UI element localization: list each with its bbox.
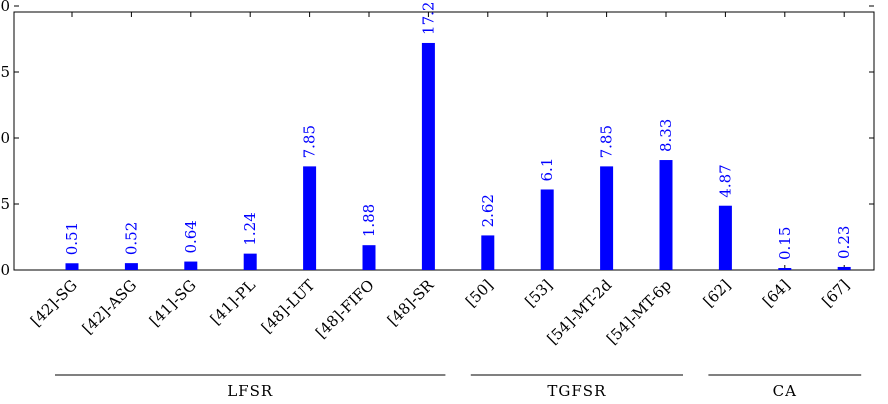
y-tick-labels: 0 5 10 15 20 (0, 0, 10, 279)
data-label: 0.51 (63, 222, 81, 255)
data-label: 1.24 (241, 212, 259, 245)
x-tick-label: [53] (522, 276, 557, 311)
bar (303, 166, 317, 270)
data-label: 17.2 (419, 2, 437, 35)
x-tick-label: [48]-SR (384, 276, 438, 330)
bar (243, 253, 257, 270)
x-tick-labels: [42]-SG[42]-ASG [41]-SG [41]-PL[48]-LUT[48… (27, 276, 853, 348)
data-label: 2.62 (479, 194, 497, 227)
group-label: TGFSR (547, 382, 606, 400)
data-label: 0.52 (122, 222, 140, 255)
x-tick-label: [62] (700, 276, 735, 311)
y-tick-label: 0 (0, 261, 10, 279)
x-tick-label: [41]-PL (207, 276, 259, 328)
data-label: 4.87 (716, 164, 734, 197)
x-tick-label: [54]-MT-6p (603, 276, 675, 348)
axes (13, 5, 875, 271)
bar (124, 263, 138, 270)
bar (718, 205, 732, 270)
y-tick-label: 20 (0, 0, 10, 15)
group-label: CA (773, 382, 797, 400)
category-groups: LFSR TGFSR CA (55, 374, 862, 400)
data-label: 7.85 (598, 125, 616, 158)
bar (600, 166, 614, 270)
data-label: 7.85 (301, 125, 319, 158)
bar (65, 263, 79, 270)
bar (184, 261, 198, 270)
bar (540, 189, 554, 270)
bar (778, 268, 792, 270)
bar (659, 160, 673, 270)
x-tick-label: [48]-FIFO (312, 276, 378, 342)
bars (65, 42, 851, 271)
data-label: 8.33 (657, 119, 675, 152)
x-tick-label: [67] (819, 276, 854, 311)
data-label: 6.1 (538, 158, 556, 182)
x-tick-label: [42]-ASG (79, 276, 140, 337)
data-label: 0.15 (776, 227, 794, 260)
bar (481, 235, 495, 270)
x-tick-label: [41]-SG (146, 276, 200, 330)
group-label: LFSR (227, 382, 273, 400)
x-tick-label: [50] (462, 276, 497, 311)
data-label: 0.64 (182, 220, 200, 253)
bar (421, 42, 435, 271)
y-tick-label: 10 (0, 129, 10, 147)
bar (362, 245, 376, 270)
data-label: 1.88 (360, 204, 378, 237)
bar (837, 266, 851, 270)
x-tick-label: [48]-LUT (258, 276, 319, 337)
data-label: 0.23 (835, 226, 853, 259)
y-tick-label: 15 (0, 63, 10, 81)
data-labels: 0.51 0.52 0.64 1.24 7.85 1.88 17.2 2.62 6.1 7.85 8… (63, 2, 853, 260)
y-tick-label: 5 (0, 195, 10, 213)
plot-frame (13, 11, 875, 271)
x-tick-label: [64] (759, 276, 794, 311)
x-tick-label: [42]-SG (27, 276, 81, 330)
